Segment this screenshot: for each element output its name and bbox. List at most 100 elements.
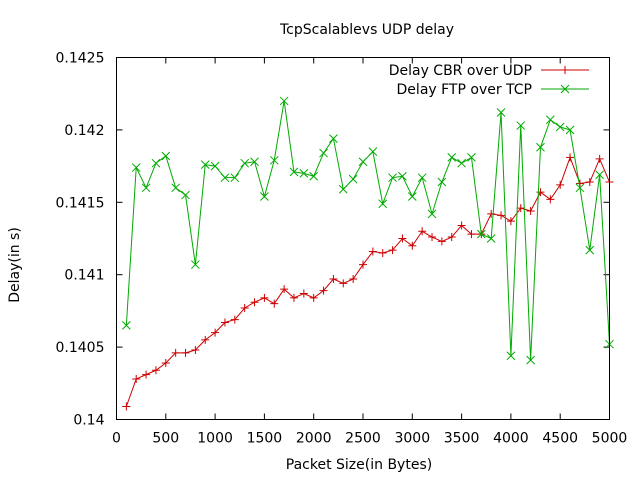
y-tick-label: 0.1405 bbox=[56, 340, 105, 356]
series-2-point bbox=[319, 148, 328, 158]
series-2-point bbox=[407, 192, 417, 201]
series-2-point bbox=[250, 157, 259, 167]
series-2-point bbox=[437, 177, 447, 187]
series-1-point bbox=[171, 348, 180, 357]
series-2-point bbox=[595, 170, 604, 180]
series-2-point bbox=[210, 161, 220, 171]
series-2-point bbox=[171, 183, 181, 193]
x-tick-label: 500 bbox=[152, 431, 179, 447]
series-2-point bbox=[299, 168, 309, 178]
series-1-point bbox=[428, 233, 437, 242]
series-2-point bbox=[417, 173, 427, 183]
legend-marker-2 bbox=[560, 84, 570, 94]
series-2-point bbox=[131, 163, 141, 172]
series-1-point bbox=[191, 345, 200, 354]
legend-label-1: Delay CBR over UDP bbox=[389, 63, 532, 79]
series-1-point bbox=[585, 178, 594, 187]
series-1-point bbox=[142, 370, 151, 379]
series-1-point bbox=[566, 153, 575, 162]
series-2-point bbox=[378, 199, 388, 209]
series-2-point bbox=[260, 192, 269, 201]
series-1-point bbox=[526, 206, 535, 215]
series-2-point bbox=[358, 157, 368, 167]
series-1-point bbox=[230, 315, 239, 324]
series-2-point bbox=[348, 174, 358, 184]
x-tick-label: 4500 bbox=[542, 431, 578, 447]
series-2-point bbox=[151, 158, 161, 168]
series-1-point bbox=[319, 286, 328, 295]
series-1-point bbox=[161, 359, 170, 368]
series-line-1 bbox=[125, 155, 610, 407]
series-2-point bbox=[585, 245, 595, 255]
plot-area-frame bbox=[116, 57, 610, 420]
legend-label-2: Delay FTP over TCP bbox=[397, 82, 532, 98]
series-2-point bbox=[457, 158, 466, 168]
series-1-point bbox=[467, 230, 476, 239]
axis-ticks: 0 500 1000 1500 2000 2500 3000 3500 4000 4500 5000… bbox=[56, 51, 628, 447]
series-2-point bbox=[289, 167, 299, 177]
series-2-point bbox=[536, 142, 545, 152]
series-1-point bbox=[122, 402, 131, 411]
y-tick-label: 0.1415 bbox=[56, 195, 105, 211]
series-2-point bbox=[427, 209, 437, 219]
x-tick-label: 5000 bbox=[592, 431, 628, 447]
series-1-point bbox=[151, 366, 160, 375]
series-1-point bbox=[201, 335, 210, 344]
series-2-point bbox=[526, 355, 535, 365]
series-2-point bbox=[368, 147, 378, 156]
series-1-point bbox=[220, 318, 229, 327]
series-2-point bbox=[476, 229, 486, 239]
series-2-point bbox=[565, 125, 575, 135]
y-tick-label: 0.141 bbox=[64, 268, 104, 284]
series-1-point bbox=[368, 247, 377, 256]
series-1-point bbox=[546, 195, 555, 204]
x-tick-label: 2500 bbox=[345, 431, 381, 447]
series-1-point bbox=[516, 204, 525, 213]
series-1-point bbox=[388, 246, 397, 255]
series-2-point bbox=[141, 183, 151, 193]
series-1-point bbox=[536, 188, 545, 197]
series-1-point bbox=[359, 260, 367, 269]
series-1-point bbox=[289, 293, 298, 302]
legend-marker-1 bbox=[561, 66, 569, 74]
series-1-point bbox=[408, 241, 417, 250]
legend: Delay CBR over UDP Delay FTP over TCP bbox=[389, 63, 589, 98]
series-1-point bbox=[270, 299, 279, 308]
series-1-point bbox=[280, 285, 289, 294]
series-2-point bbox=[506, 351, 516, 361]
series-2-point bbox=[279, 96, 289, 106]
series-1-point bbox=[497, 211, 506, 220]
series-1-point bbox=[181, 348, 190, 357]
series-1-point bbox=[506, 217, 515, 226]
series-1-point bbox=[447, 233, 456, 242]
series-2-point bbox=[575, 183, 585, 193]
series-2-point bbox=[338, 184, 348, 194]
series-2-point bbox=[309, 171, 319, 181]
series-1-point bbox=[595, 154, 604, 163]
series-2-point bbox=[269, 155, 279, 165]
series-2-point bbox=[220, 173, 230, 183]
x-axis-label: Packet Size(in Bytes) bbox=[286, 457, 432, 473]
series-1-point bbox=[250, 298, 259, 307]
x-tick-label: 3500 bbox=[444, 431, 480, 447]
series-1-point bbox=[349, 275, 358, 284]
series-2-point bbox=[398, 171, 407, 181]
series-1-point bbox=[556, 180, 565, 189]
series-2-point bbox=[200, 160, 210, 170]
series-2-point bbox=[191, 260, 200, 269]
x-tick-label: 4000 bbox=[493, 431, 529, 447]
series-1-point bbox=[309, 293, 318, 302]
series-1-point bbox=[299, 289, 308, 298]
y-axis-label: Delay(in s) bbox=[7, 227, 23, 303]
series-1-point bbox=[329, 275, 338, 284]
x-tick-label: 1000 bbox=[197, 431, 233, 447]
series-1-point bbox=[487, 209, 496, 218]
series-2-point bbox=[447, 153, 457, 162]
x-tick-label: 1500 bbox=[247, 431, 283, 447]
x-tick-label: 2000 bbox=[296, 431, 332, 447]
series-2-point bbox=[161, 151, 171, 161]
series-2-point bbox=[230, 173, 240, 183]
series-2-point bbox=[467, 153, 476, 162]
series-1-point bbox=[240, 304, 249, 313]
